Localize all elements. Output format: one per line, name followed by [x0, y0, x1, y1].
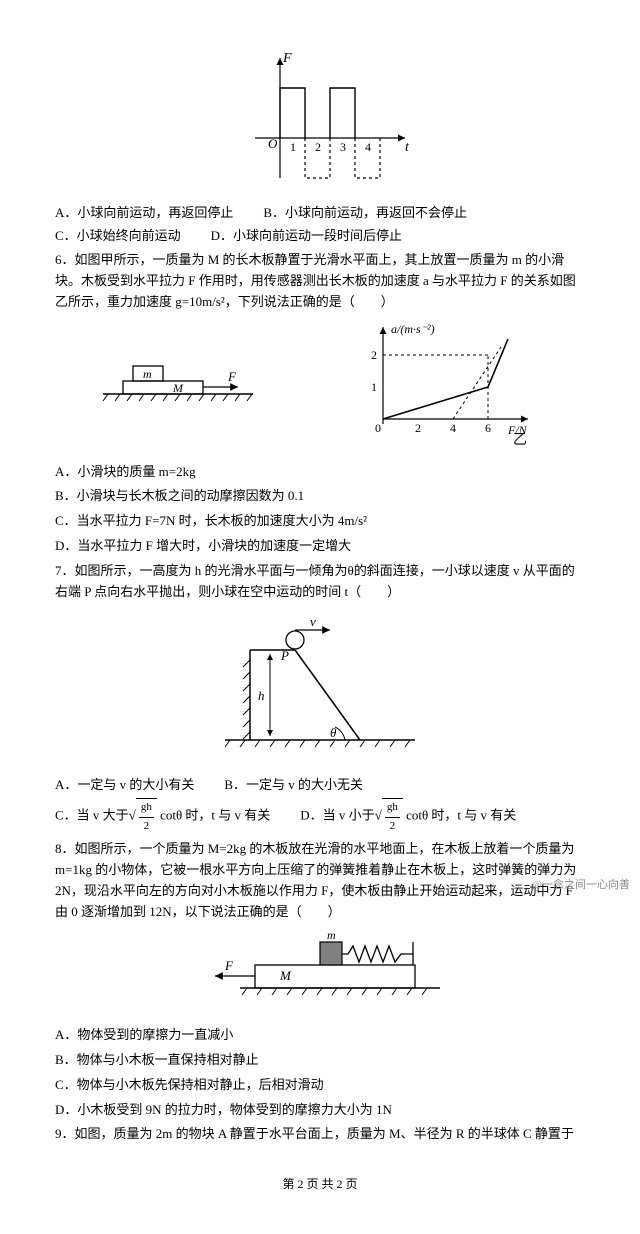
q6-opt-c: C．当水平拉力 F=7N 时，长木板的加速度大小为 4m/s²	[55, 511, 585, 532]
q8-opt-a: A．物体受到的摩擦力一直减小	[55, 1025, 585, 1046]
caption-yi: 乙	[513, 432, 527, 448]
label-v: v	[310, 614, 316, 629]
svg-text:4: 4	[450, 421, 456, 435]
svg-text:1: 1	[371, 380, 377, 394]
tick-2: 2	[315, 140, 321, 154]
q6-opt-d: D．当水平拉力 F 增大时，小滑块的加速度一定增大	[55, 536, 585, 557]
label-theta: θ	[330, 725, 337, 740]
q7-text: 7．如图所示，一高度为 h 的光滑水平面与一倾角为θ的斜面连接，一小球以速度 v…	[55, 561, 585, 603]
q5-opt-c: C．小球始终向前运动	[55, 226, 181, 247]
page-footer: 第 2 页 共 2 页	[55, 1175, 585, 1194]
label-m8: m	[327, 930, 336, 942]
q7-opt-d: D．当 v 小于√gh2 cotθ 时，t 与 v 有关	[300, 798, 516, 835]
q8-text: 8．如图所示，一个质量为 M=2kg 的木板放在光滑的水平地面上，在木板上放着一…	[55, 839, 585, 922]
x-label: t	[405, 140, 410, 155]
fig-force-time: O F t 1 2 3 4	[55, 48, 585, 195]
ylabel: a/(m·s⁻²)	[391, 322, 435, 336]
svg-text:2: 2	[415, 421, 421, 435]
q7-opt-c: C．当 v 大于√gh2 cotθ 时，t 与 v 有关	[55, 798, 270, 835]
svg-text:6: 6	[485, 421, 491, 435]
q7-opt-a: A．一定与 v 的大小有关	[55, 775, 194, 796]
q7-row1: A．一定与 v 的大小有关 B．一定与 v 的大小无关	[55, 775, 585, 796]
q5-options-row1: A．小球向前运动，再返回停止 B．小球向前运动，再返回不会停止	[55, 203, 585, 224]
fig-projectile-incline: v P h θ	[55, 610, 585, 767]
label-M: M	[172, 381, 184, 395]
q8-opt-b: B．物体与小木板一直保持相对静止	[55, 1050, 585, 1071]
fig-block-on-board: m M F	[98, 349, 268, 426]
q5-opt-a: A．小球向前运动，再返回停止	[55, 203, 233, 224]
svg-text:2: 2	[371, 348, 377, 362]
label-F8: F	[224, 958, 234, 973]
tick-3: 3	[340, 140, 346, 154]
q6-opt-a: A．小滑块的质量 m=2kg	[55, 462, 585, 483]
tick-4: 4	[365, 140, 371, 154]
watermark: @一念之间一心向善	[532, 877, 630, 895]
label-F: F	[227, 369, 237, 384]
tick-1: 1	[290, 140, 296, 154]
q6-text: 6．如图甲所示，一质量为 M 的长木板静置于光滑水平面上，其上放置一质量为 m …	[55, 250, 585, 312]
label-m: m	[143, 367, 152, 381]
origin-label: O	[268, 136, 278, 151]
q7-row2: C．当 v 大于√gh2 cotθ 时，t 与 v 有关 D．当 v 小于√gh…	[55, 798, 585, 835]
q8-opt-c: C．物体与小木板先保持相对静止，后相对滑动	[55, 1075, 585, 1096]
fig-a-vs-f-graph: a/(m·s⁻²) F/N 0 2 4 6 1 2 乙	[353, 319, 543, 456]
q9-text: 9．如图，质量为 2m 的物块 A 静置于水平台面上，质量为 M、半径为 R 的…	[55, 1124, 585, 1145]
fig-spring-board: m F M	[55, 930, 585, 1017]
q5-options-row2: C．小球始终向前运动 D．小球向前运动一段时间后停止	[55, 226, 585, 247]
y-label: F	[282, 51, 292, 66]
q8-opt-d: D．小木板受到 9N 的拉力时，物体受到的摩擦力大小为 1N	[55, 1100, 585, 1121]
q5-opt-b: B．小球向前运动，再返回不会停止	[263, 203, 467, 224]
label-h: h	[258, 688, 265, 703]
q7-opt-b: B．一定与 v 的大小无关	[224, 775, 363, 796]
q6-opt-b: B．小滑块与长木板之间的动摩擦因数为 0.1	[55, 486, 585, 507]
q5-opt-d: D．小球向前运动一段时间后停止	[211, 226, 402, 247]
label-P: P	[280, 648, 289, 663]
label-M8: M	[279, 968, 292, 983]
svg-text:0: 0	[375, 421, 381, 435]
